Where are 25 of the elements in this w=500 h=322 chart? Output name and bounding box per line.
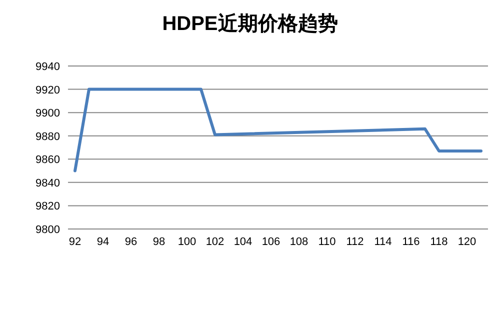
y-tick-label: 9800 xyxy=(36,224,60,236)
chart-title: HDPE近期价格趋势 xyxy=(162,12,338,35)
x-tick-label: 104 xyxy=(234,236,252,248)
x-tick-label: 96 xyxy=(124,236,138,248)
x-tick-label: 98 xyxy=(152,236,166,248)
y-tick-label: 9920 xyxy=(36,84,60,96)
y-tick-label: 9820 xyxy=(36,200,60,213)
x-tick-label: 110 xyxy=(318,236,336,248)
x-tick-label: 108 xyxy=(290,236,308,248)
x-tick-label: 118 xyxy=(430,236,448,248)
y-tick-label: 9900 xyxy=(36,108,60,120)
y-tick-label: 9860 xyxy=(36,154,60,166)
x-tick-label: 106 xyxy=(262,236,280,248)
x-tick-label: 116 xyxy=(402,236,420,248)
x-tick-label: 102 xyxy=(206,236,224,248)
y-tick-label: 9880 xyxy=(36,130,60,143)
x-tick-label: 120 xyxy=(458,236,476,248)
x-tick-label: 94 xyxy=(96,236,110,248)
y-tick-label: 9840 xyxy=(36,177,60,190)
line-series xyxy=(74,88,482,172)
x-tick-label: 100 xyxy=(178,236,196,248)
x-tick-label: 92 xyxy=(68,236,82,248)
x-tick-label: 114 xyxy=(374,236,392,248)
y-tick-label: 9940 xyxy=(36,61,60,73)
x-tick-label: 112 xyxy=(346,236,364,248)
